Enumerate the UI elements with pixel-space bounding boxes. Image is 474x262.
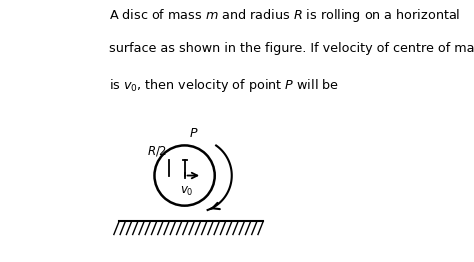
Text: $P$: $P$ (189, 127, 198, 140)
Text: is $v_0$, then velocity of point $P$ will be: is $v_0$, then velocity of point $P$ wil… (109, 77, 339, 94)
Text: $v_0$: $v_0$ (181, 185, 194, 198)
Text: $R/2$: $R/2$ (146, 144, 167, 158)
Text: surface as shown in the figure. If velocity of centre of mass: surface as shown in the figure. If veloc… (109, 42, 474, 55)
Text: A disc of mass $m$ and radius $R$ is rolling on a horizontal: A disc of mass $m$ and radius $R$ is rol… (109, 7, 461, 24)
